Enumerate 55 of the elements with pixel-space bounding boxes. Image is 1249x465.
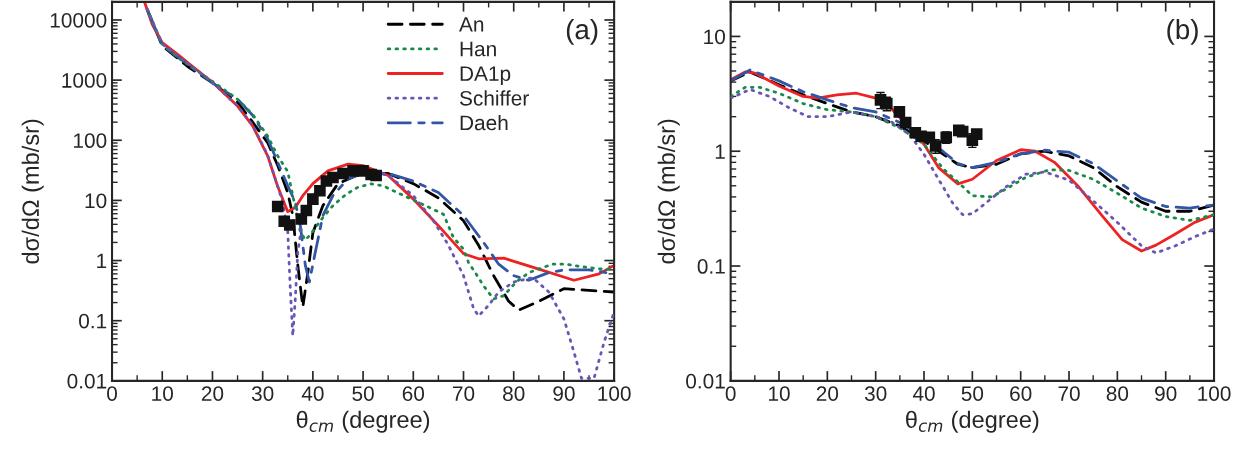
y-tick-label: 1 — [715, 144, 725, 159]
x-tick-label: 70 — [1058, 386, 1080, 401]
x-tick-label: 10 — [152, 386, 174, 401]
x-tick-label: 0 — [725, 386, 736, 401]
x-tick-label: 70 — [452, 386, 475, 401]
x-tick-label: 100 — [1198, 386, 1231, 401]
x-tick-label: 20 — [816, 386, 839, 401]
x-tick-label: 80 — [503, 386, 525, 401]
point — [283, 219, 296, 231]
y-tick-label: 1000 — [62, 73, 107, 88]
line-series — [730, 85, 1215, 222]
x-tick-label: 10 — [769, 386, 790, 401]
legend-label: An — [459, 17, 484, 32]
legend-label: DA1p — [460, 66, 511, 86]
y-tick-label: 0.1 — [697, 259, 725, 274]
point — [893, 106, 906, 118]
point — [370, 169, 382, 182]
x-tick-label: 90 — [1155, 386, 1177, 401]
y-axis-title: dσ/dΩ (mb/sr) — [21, 119, 44, 264]
point — [956, 125, 969, 138]
x-tick-label: 50 — [352, 386, 374, 401]
x-tick-label: 60 — [402, 386, 425, 401]
annotation: (b) — [1167, 18, 1198, 45]
y-tick-label: 10000 — [50, 12, 107, 28]
x-tick-label: 90 — [553, 386, 575, 401]
point — [300, 204, 313, 217]
x-tick-label: 30 — [864, 386, 887, 401]
x-tick-label: 30 — [251, 386, 274, 401]
point — [271, 200, 284, 213]
y-tick-label: 100 — [74, 133, 107, 149]
x-tick-label: 100 — [598, 386, 631, 401]
point — [314, 184, 326, 197]
point — [970, 128, 983, 140]
legend-label: Daeh — [460, 114, 508, 131]
x-tick-label: 40 — [912, 386, 935, 401]
x-tick-label: 60 — [1010, 386, 1032, 401]
y-tick-label: 0.1 — [79, 313, 107, 329]
annotation: (a) — [566, 18, 598, 45]
x-tick-label: 80 — [1106, 386, 1129, 401]
x-tick-label: 0 — [107, 386, 118, 401]
x-axis-title: θ$_{cm}$ (degree) — [296, 410, 430, 433]
line-series — [145, 7, 615, 380]
y-axis-title: dσ/dΩ (mb/sr) — [657, 119, 680, 264]
point — [899, 116, 912, 129]
x-tick-label: 50 — [961, 386, 984, 401]
legend-label: Han — [460, 41, 496, 57]
legend-label: Schiffer — [459, 90, 529, 106]
x-tick-label: 20 — [201, 386, 224, 401]
y-tick-label: 10 — [704, 29, 725, 45]
y-tick-label: 1 — [97, 253, 107, 269]
x-axis-title: θ$_{cm}$ (degree) — [906, 410, 1039, 433]
y-tick-label: 10 — [85, 193, 107, 209]
y-tick-label: 0.01 — [686, 373, 725, 389]
y-tick-label: 0.01 — [67, 373, 107, 389]
x-tick-label: 40 — [301, 386, 324, 401]
